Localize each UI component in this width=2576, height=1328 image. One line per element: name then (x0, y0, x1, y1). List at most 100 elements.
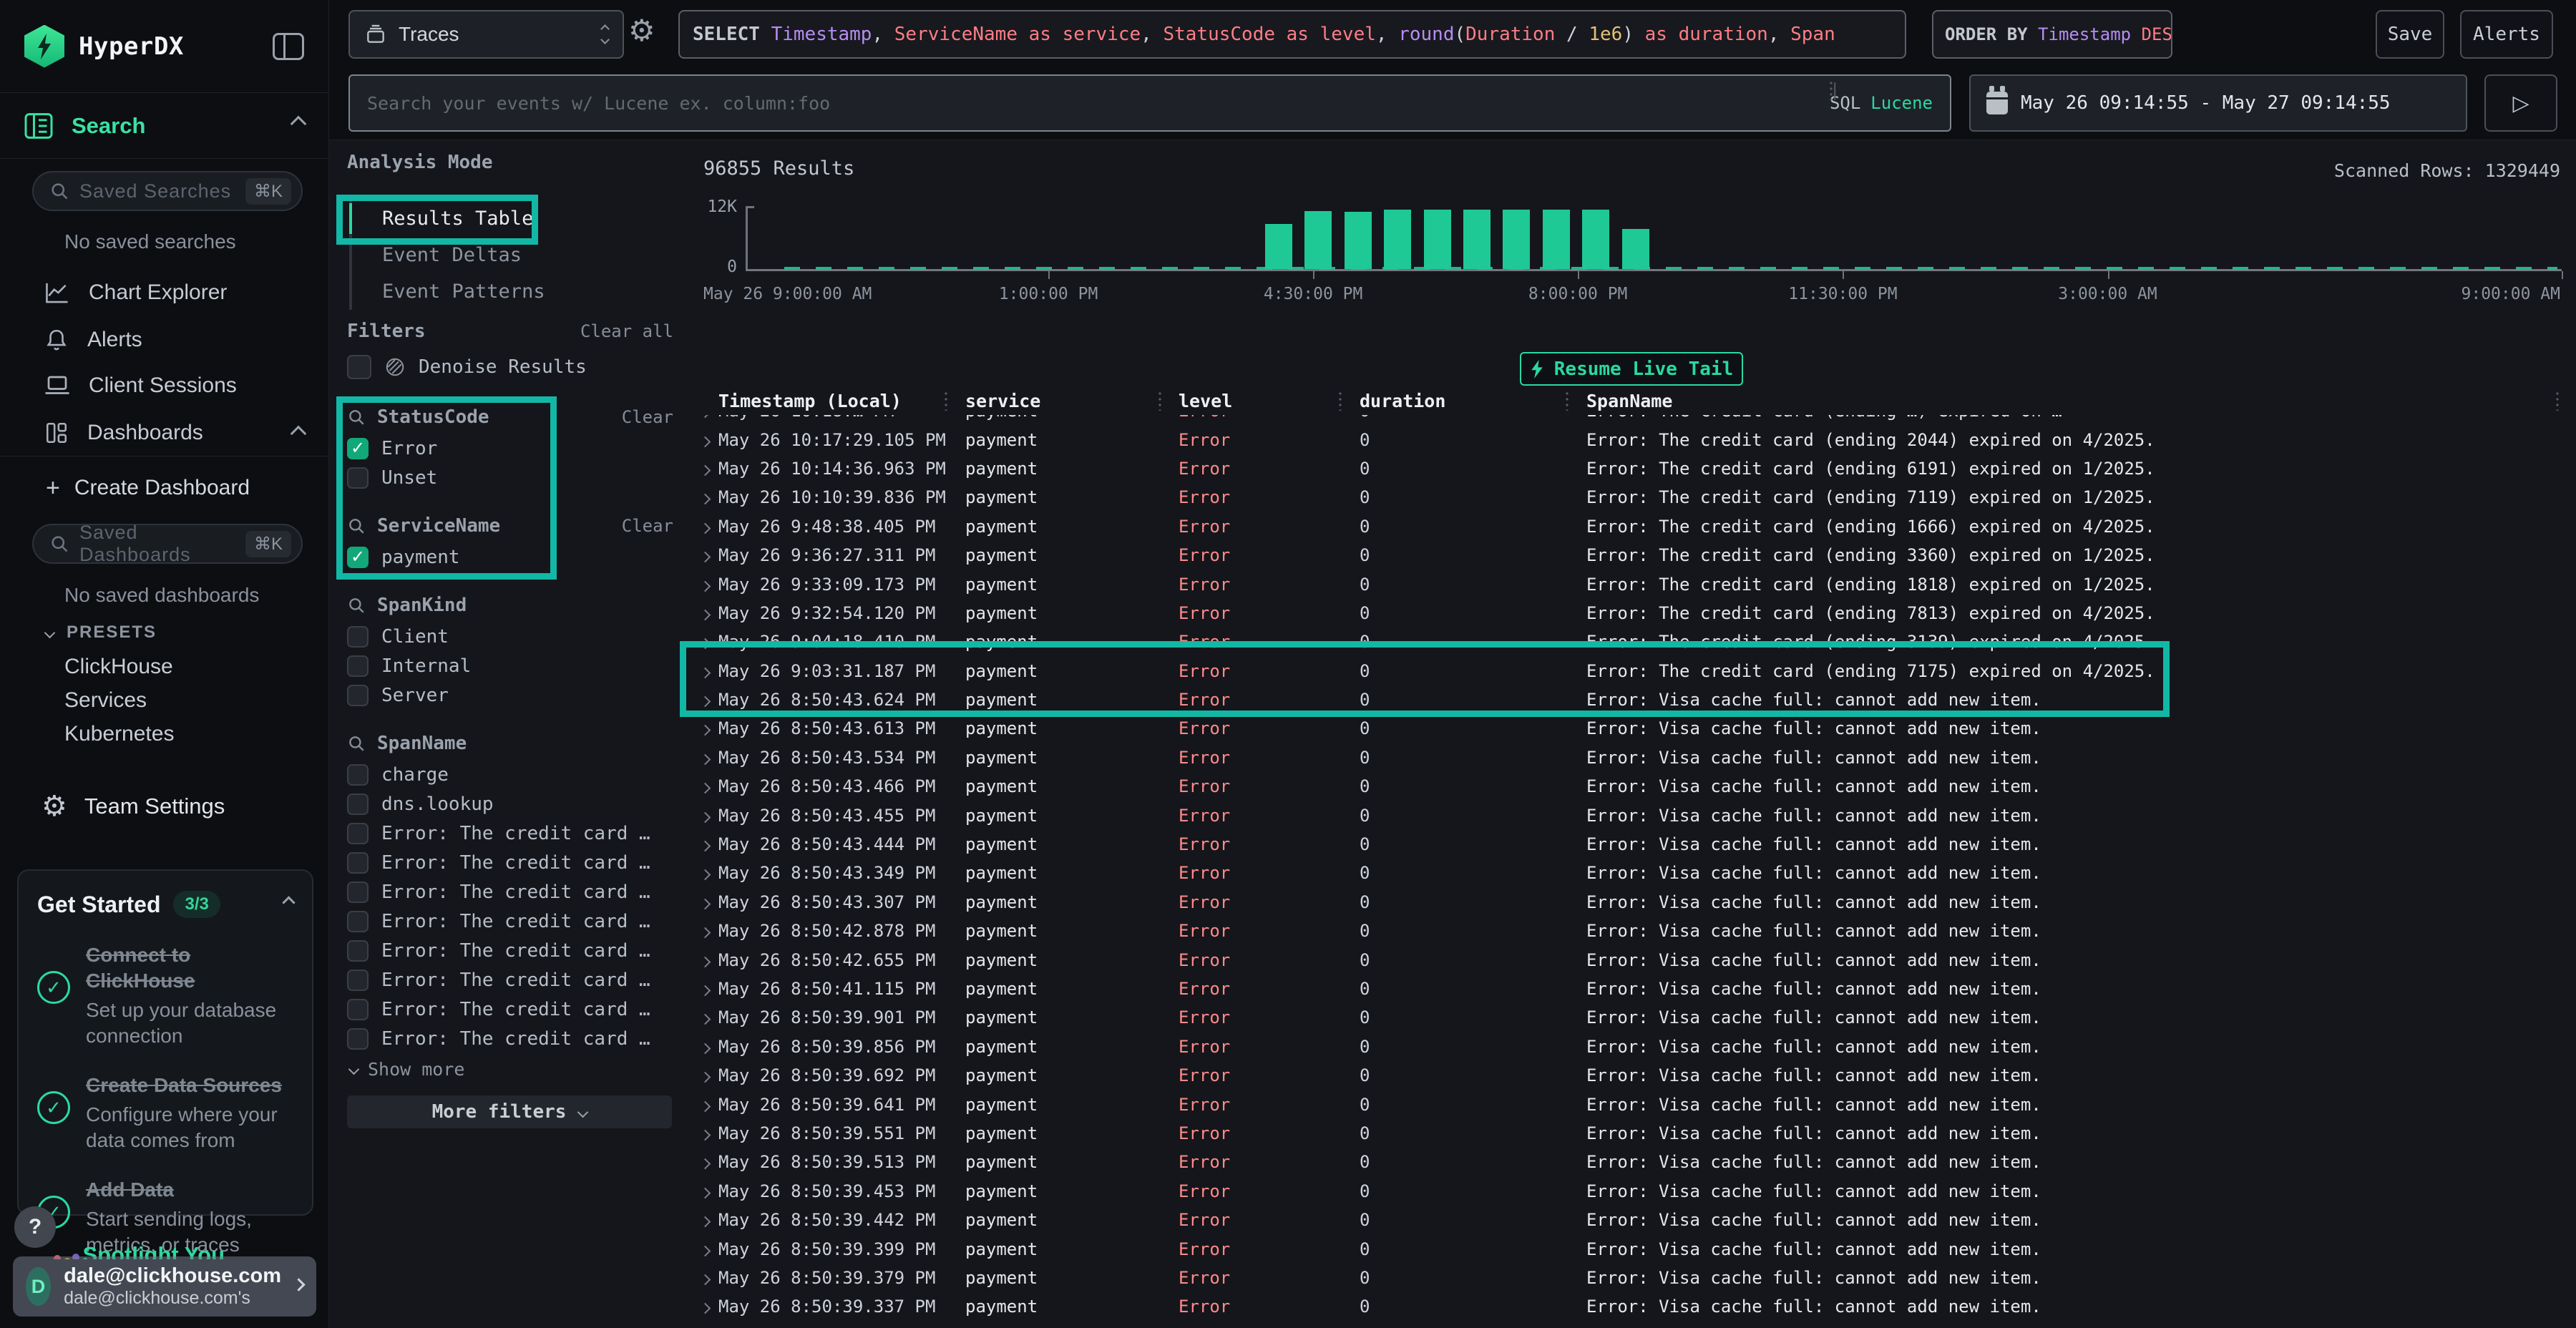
row-expand-chevron-icon[interactable] (697, 1239, 718, 1259)
column-header-duration[interactable]: duration (1360, 391, 1586, 411)
row-expand-chevron-icon[interactable] (697, 690, 718, 710)
table-row[interactable]: May 26 8:50:39.453 PMpaymentError0Error:… (681, 1177, 2576, 1206)
column-header-service[interactable]: service (965, 391, 1179, 411)
search-icon[interactable] (347, 517, 366, 535)
row-expand-chevron-icon[interactable] (697, 415, 718, 421)
sidebar-item-chart-explorer[interactable]: Chart Explorer (0, 270, 328, 315)
column-header-spanname[interactable]: SpanName (1586, 391, 2576, 411)
histogram-bar[interactable] (1345, 212, 1372, 269)
filter-option-charge[interactable]: charge (347, 760, 673, 789)
show-more-button[interactable]: Show more (350, 1059, 673, 1080)
table-row[interactable]: May 26 10:18:… PMpaymentError0Error: The… (681, 415, 2576, 425)
row-expand-chevron-icon[interactable] (697, 459, 718, 479)
user-menu[interactable]: D dale@clickhouse.com dale@clickhouse.co… (13, 1256, 316, 1317)
column-resize-handle[interactable] (1566, 391, 1568, 411)
sidebar-item-alerts[interactable]: Alerts (0, 318, 328, 362)
table-row[interactable]: May 26 8:50:39.641 PMpaymentError0Error:… (681, 1090, 2576, 1118)
row-expand-chevron-icon[interactable] (697, 1037, 718, 1057)
row-expand-chevron-icon[interactable] (697, 1095, 718, 1115)
filter-option-server[interactable]: Server (347, 680, 673, 710)
search-icon[interactable] (347, 734, 366, 753)
histogram-bar[interactable] (1503, 210, 1530, 269)
table-row[interactable]: May 26 8:50:39.399 PMpaymentError0Error:… (681, 1234, 2576, 1263)
filter-option-error[interactable]: ✓Error (347, 434, 673, 463)
table-row[interactable]: May 26 8:50:39.856 PMpaymentError0Error:… (681, 1032, 2576, 1061)
histogram-bar[interactable] (1265, 224, 1292, 269)
get-started-item[interactable]: ✓Create Data SourcesConfigure where your… (37, 1073, 293, 1153)
row-expand-chevron-icon[interactable] (697, 776, 718, 796)
table-row[interactable]: May 26 8:50:43.444 PMpaymentError0Error:… (681, 830, 2576, 859)
table-row[interactable]: May 26 8:50:39.337 PMpaymentError0Error:… (681, 1292, 2576, 1321)
histogram-bar[interactable] (1543, 210, 1570, 269)
filter-option-dns-lookup[interactable]: dns.lookup (347, 789, 673, 819)
table-row[interactable]: May 26 8:50:39.551 PMpaymentError0Error:… (681, 1119, 2576, 1148)
filter-option-error-the-credit-card-[interactable]: Error: The credit card … (347, 995, 673, 1024)
get-started-item[interactable]: ✓Connect to ClickHouseSet up your databa… (37, 942, 293, 1048)
checkbox-unchecked[interactable] (347, 940, 369, 962)
save-button[interactable]: Save (2376, 10, 2444, 59)
table-row[interactable]: May 26 8:50:39.513 PMpaymentError0Error:… (681, 1148, 2576, 1176)
row-expand-chevron-icon[interactable] (697, 487, 718, 507)
filter-option-error-the-credit-card-[interactable]: Error: The credit card … (347, 965, 673, 995)
table-row[interactable]: May 26 8:50:39.298 PMpaymentError0Error:… (681, 1322, 2576, 1328)
histogram-bar[interactable] (1622, 229, 1649, 269)
row-expand-chevron-icon[interactable] (697, 545, 718, 565)
filter-option-client[interactable]: Client (347, 622, 673, 651)
row-expand-chevron-icon[interactable] (697, 1297, 718, 1317)
row-expand-chevron-icon[interactable] (697, 632, 718, 652)
row-expand-chevron-icon[interactable] (697, 517, 718, 537)
row-expand-chevron-icon[interactable] (697, 863, 718, 883)
row-expand-chevron-icon[interactable] (697, 1268, 718, 1288)
chevron-up-icon[interactable] (284, 898, 293, 911)
table-row[interactable]: May 26 8:50:39.692 PMpaymentError0Error:… (681, 1061, 2576, 1090)
filter-group-clear-button[interactable]: Clear (622, 516, 673, 536)
checkbox-unchecked[interactable] (347, 467, 369, 489)
analysis-mode-results-table[interactable]: Results Table (349, 200, 650, 237)
column-resize-handle[interactable] (945, 391, 947, 411)
column-header-timestamp[interactable]: Timestamp (Local) (718, 391, 965, 411)
table-row[interactable]: May 26 8:50:43.307 PMpaymentError0Error:… (681, 888, 2576, 917)
checkbox-unchecked[interactable] (347, 685, 369, 706)
sql-orderby-editor[interactable]: ORDER BY Timestamp DESC (1932, 10, 2172, 59)
help-button[interactable]: ? (14, 1206, 56, 1248)
filter-option-error-the-credit-card-[interactable]: Error: The credit card … (347, 936, 673, 965)
create-dashboard-button[interactable]: + Create Dashboard (46, 471, 250, 505)
histogram-bar[interactable] (1384, 210, 1411, 269)
row-expand-chevron-icon[interactable] (697, 430, 718, 450)
checkbox-unchecked[interactable] (347, 970, 369, 991)
sidebar-collapse-icon[interactable] (273, 33, 304, 60)
column-resize-handle[interactable] (2556, 391, 2559, 411)
checkbox-unchecked[interactable] (347, 626, 369, 648)
table-row[interactable]: May 26 8:50:42.655 PMpaymentError0Error:… (681, 945, 2576, 974)
table-row[interactable]: May 26 9:32:54.120 PMpaymentError0Error:… (681, 599, 2576, 628)
column-header-level[interactable]: level (1179, 391, 1360, 411)
chevron-up-icon[interactable] (293, 421, 304, 445)
row-expand-chevron-icon[interactable] (697, 921, 718, 941)
histogram-bar[interactable] (1463, 210, 1491, 269)
resume-live-tail-button[interactable]: Resume Live Tail (1520, 352, 1743, 386)
table-row[interactable]: May 26 9:36:27.311 PMpaymentError0Error:… (681, 541, 2576, 570)
table-row[interactable]: May 26 8:50:39.901 PMpaymentError0Error:… (681, 1003, 2576, 1032)
search-icon[interactable] (347, 596, 366, 615)
table-row[interactable]: May 26 8:50:42.878 PMpaymentError0Error:… (681, 917, 2576, 945)
more-filters-button[interactable]: More filters (347, 1095, 672, 1128)
sidebar-item-team-settings[interactable]: ⚙ Team Settings (0, 784, 328, 829)
table-row[interactable]: May 26 8:50:43.455 PMpaymentError0Error:… (681, 801, 2576, 829)
table-row[interactable]: May 26 8:50:43.613 PMpaymentError0Error:… (681, 714, 2576, 743)
denoise-checkbox[interactable] (347, 355, 371, 379)
checkbox-unchecked[interactable] (347, 823, 369, 844)
table-row[interactable]: May 26 10:10:39.836 PMpaymentError0Error… (681, 483, 2576, 512)
sidebar-item-search[interactable]: Search (0, 93, 328, 159)
checkbox-unchecked[interactable] (347, 764, 369, 786)
table-row[interactable]: May 26 10:17:29.105 PMpaymentError0Error… (681, 425, 2576, 454)
row-expand-chevron-icon[interactable] (697, 1065, 718, 1085)
table-row[interactable]: May 26 8:50:43.624 PMpaymentError0Error:… (681, 685, 2576, 714)
table-row[interactable]: May 26 8:50:41.115 PMpaymentError0Error:… (681, 975, 2576, 1003)
filter-option-error-the-credit-card-[interactable]: Error: The credit card … (347, 907, 673, 936)
lucene-toggle[interactable]: Lucene (1870, 93, 1933, 113)
sidebar-item-dashboards[interactable]: Dashboards (0, 409, 328, 456)
table-row[interactable]: May 26 9:33:09.173 PMpaymentError0Error:… (681, 570, 2576, 598)
row-expand-chevron-icon[interactable] (697, 661, 718, 681)
filter-option-unset[interactable]: Unset (347, 463, 673, 492)
row-expand-chevron-icon[interactable] (697, 979, 718, 999)
